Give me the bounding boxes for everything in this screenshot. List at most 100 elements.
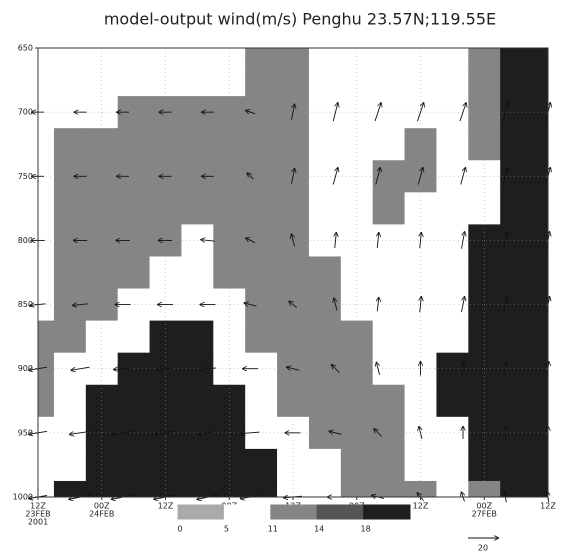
field-cell bbox=[468, 64, 501, 97]
colorbar-label: 0 bbox=[177, 525, 182, 534]
field-cell bbox=[532, 352, 548, 386]
field-cell bbox=[85, 192, 119, 225]
y-tick-label: 1000 bbox=[13, 493, 33, 502]
field-cell bbox=[53, 320, 87, 354]
field-cell bbox=[500, 48, 533, 65]
field-cell bbox=[308, 480, 342, 497]
field-cell bbox=[436, 256, 469, 290]
wind-arrow bbox=[503, 232, 507, 249]
chart-title: model-output wind(m/s) Penghu 23.57N;119… bbox=[104, 10, 496, 29]
field-cell bbox=[436, 192, 469, 225]
colorbar-label: 5 bbox=[224, 525, 229, 534]
field-cell bbox=[277, 448, 310, 482]
field-cell bbox=[181, 64, 214, 97]
field-cell bbox=[53, 128, 87, 161]
field-cell bbox=[468, 96, 501, 129]
field-cell bbox=[308, 288, 342, 322]
field-cell bbox=[340, 48, 374, 65]
field-cell bbox=[500, 128, 533, 161]
field-cell bbox=[245, 48, 278, 65]
field-cell bbox=[532, 64, 548, 97]
wind-arrow bbox=[72, 366, 90, 370]
field-cell bbox=[245, 192, 278, 225]
field-cell bbox=[340, 320, 374, 354]
field-cell bbox=[436, 48, 469, 65]
wind-arrow bbox=[292, 234, 295, 247]
field-cell bbox=[372, 352, 406, 386]
field-cell bbox=[340, 96, 374, 129]
field-cell bbox=[532, 480, 548, 497]
field-cell bbox=[53, 192, 87, 225]
field-cell bbox=[85, 416, 119, 450]
field-cell bbox=[181, 448, 214, 482]
field-cell bbox=[404, 448, 438, 482]
field-cell bbox=[117, 256, 151, 290]
field-cell bbox=[468, 48, 501, 65]
wind-arrow bbox=[461, 232, 465, 249]
x-tick-label: 23FEB bbox=[25, 510, 50, 519]
field-cell bbox=[277, 64, 310, 97]
field-cell bbox=[436, 288, 469, 322]
wind-arrow bbox=[417, 103, 424, 122]
field-cell bbox=[340, 288, 374, 322]
wind-arrow bbox=[334, 299, 338, 311]
field-cell bbox=[38, 416, 55, 450]
wind-arrow bbox=[157, 368, 174, 370]
field-cell bbox=[468, 320, 501, 354]
wind-arrow bbox=[113, 430, 134, 434]
field-cell bbox=[308, 384, 342, 418]
field-cell bbox=[149, 48, 183, 65]
field-cell bbox=[500, 192, 533, 225]
field-cell bbox=[532, 160, 548, 193]
field-cell bbox=[468, 352, 501, 386]
field-cell bbox=[181, 192, 214, 225]
field-cell bbox=[308, 48, 342, 65]
colorbar-label: 14 bbox=[314, 525, 324, 534]
field-cell bbox=[436, 320, 469, 354]
x-tick-label: 12Z bbox=[540, 502, 556, 511]
field-cell bbox=[468, 128, 501, 161]
field-cell bbox=[468, 256, 501, 290]
field-cell bbox=[213, 96, 246, 129]
field-cell bbox=[38, 352, 55, 386]
field-cell bbox=[213, 416, 246, 450]
field-cell bbox=[149, 128, 183, 161]
field-cell bbox=[117, 480, 151, 497]
field-cell bbox=[181, 48, 214, 65]
y-tick-label: 900 bbox=[18, 364, 33, 373]
field-cell bbox=[308, 192, 342, 225]
field-cell bbox=[500, 256, 533, 290]
field-cell bbox=[532, 128, 548, 161]
field-cell bbox=[404, 480, 438, 497]
field-cell bbox=[213, 48, 246, 65]
field-cell bbox=[436, 352, 469, 386]
field-cell bbox=[85, 288, 119, 322]
field-cell bbox=[245, 224, 278, 258]
field-cell bbox=[213, 64, 246, 97]
field-cell bbox=[38, 224, 55, 258]
field-cell bbox=[85, 96, 119, 129]
wind-arrow bbox=[462, 362, 464, 376]
field-cell bbox=[38, 192, 55, 225]
field-cell bbox=[277, 256, 310, 290]
field-cell bbox=[117, 48, 151, 65]
colorbar-label: 18 bbox=[361, 525, 371, 534]
field-cell bbox=[308, 128, 342, 161]
field-cell bbox=[340, 192, 374, 225]
field-cell bbox=[181, 256, 214, 290]
wind-arrow bbox=[291, 169, 295, 184]
field-cell bbox=[85, 160, 119, 193]
wind-arrow bbox=[419, 427, 423, 439]
field-cell bbox=[85, 256, 119, 290]
wind-arrow bbox=[377, 363, 380, 375]
field-cell bbox=[500, 384, 533, 418]
x-tick-label: 2001 bbox=[28, 518, 48, 527]
field-cell bbox=[85, 384, 119, 418]
field-cell bbox=[532, 384, 548, 418]
wind-arrow bbox=[420, 297, 422, 313]
wind-arrow bbox=[332, 365, 340, 373]
y-tick-label: 650 bbox=[18, 44, 33, 53]
wind-arrow bbox=[242, 432, 260, 434]
field-cell bbox=[436, 64, 469, 97]
field-cell bbox=[308, 320, 342, 354]
